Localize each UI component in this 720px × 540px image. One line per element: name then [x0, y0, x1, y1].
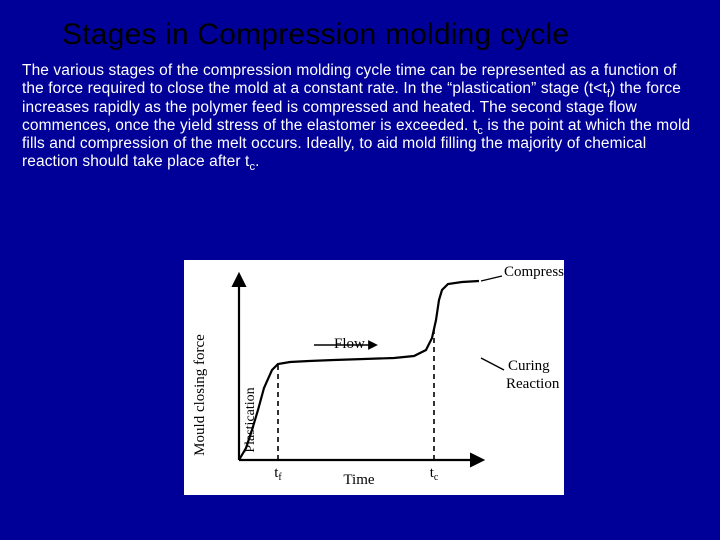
- slide-title: Stages in Compression molding cycle: [0, 0, 720, 62]
- label-flow: Flow: [334, 336, 365, 352]
- tick-label-tc: tc: [430, 465, 439, 483]
- slide: Stages in Compression molding cycle The …: [0, 0, 720, 540]
- label-plastication: Plastication: [243, 387, 258, 452]
- arrow-compression: [481, 276, 502, 281]
- label-compression: Compression: [504, 264, 564, 280]
- tf-sub: f: [278, 472, 282, 483]
- label-reaction: Reaction: [506, 376, 560, 392]
- y-axis-label: Mould closing force: [192, 334, 208, 456]
- arrow-curing: [481, 358, 504, 370]
- force-time-chart: Mould closing force Time Plastication Fl…: [184, 260, 564, 495]
- tc-sub: c: [434, 472, 439, 483]
- label-curing: Curing: [508, 358, 550, 374]
- x-axis-label: Time: [343, 472, 374, 488]
- chart-svg: Mould closing force Time Plastication Fl…: [184, 260, 564, 495]
- tick-label-tf: tf: [274, 465, 282, 483]
- curve: [239, 281, 479, 460]
- body-paragraph: The various stages of the compression mo…: [0, 62, 720, 172]
- body-seg-1: The various stages of the compression mo…: [22, 62, 677, 97]
- body-seg-4: .: [255, 153, 259, 170]
